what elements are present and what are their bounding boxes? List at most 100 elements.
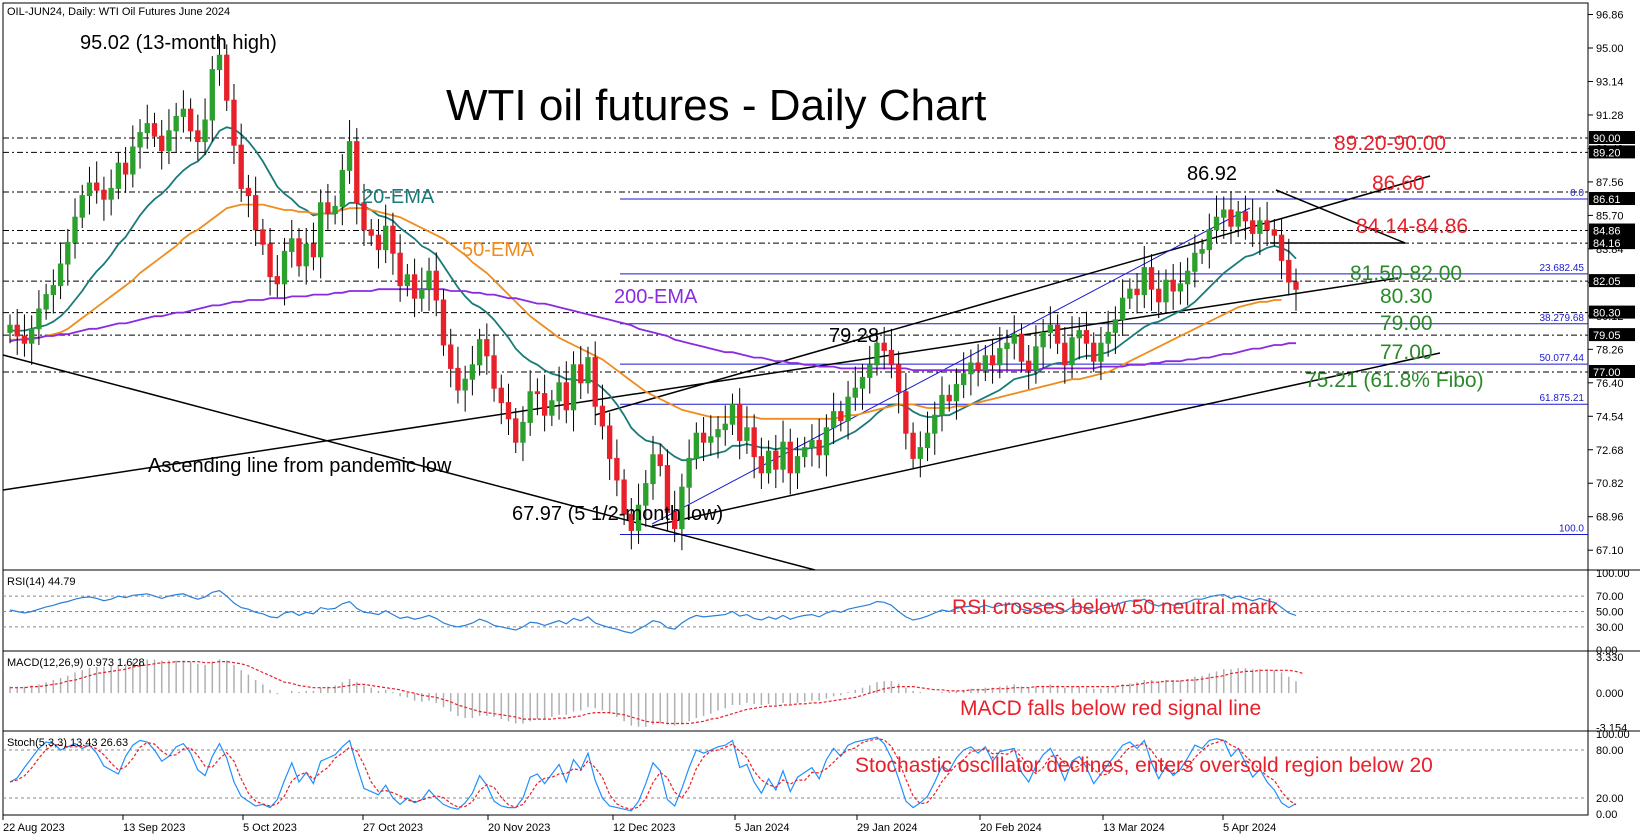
candle-body <box>57 263 64 287</box>
candle-body <box>845 396 851 422</box>
candle-body <box>643 483 649 506</box>
candle-body <box>852 387 858 398</box>
candle-body <box>21 335 28 344</box>
triangle-upper <box>1275 189 1406 244</box>
candle-body <box>975 362 981 371</box>
candle-body <box>404 274 411 287</box>
candle-body <box>570 364 577 411</box>
price-badge-label: 79.05 <box>1593 330 1621 342</box>
candle-body <box>715 429 721 438</box>
candle-body <box>455 367 461 391</box>
fibonacci-levels: 0.0 23.682.45 38.279.68 50.077.44 61.875.21 1… <box>620 188 1588 536</box>
price-tick-label: 85.70 <box>1596 210 1624 222</box>
fib-label: 0.0 <box>1570 188 1584 199</box>
annotation-label: 84.14-84.86 <box>1356 215 1468 238</box>
candle-body <box>1098 342 1104 362</box>
candle-body <box>173 115 179 132</box>
candle-body <box>1069 337 1075 366</box>
candle-body <box>361 202 367 231</box>
rsi-tick-label: 50.00 <box>1596 607 1624 619</box>
candle-body <box>1242 211 1249 222</box>
candle-body <box>1083 330 1090 344</box>
candle-body <box>281 250 288 285</box>
price-badge <box>1589 223 1635 237</box>
candle-body <box>79 195 85 218</box>
candle-body <box>1286 259 1292 283</box>
candle-body <box>498 387 504 404</box>
candle-body <box>773 450 779 470</box>
time-tick-label: 20 Nov 2023 <box>488 822 550 834</box>
rsi-tick-label: 30.00 <box>1596 622 1624 634</box>
candle-body <box>599 405 606 427</box>
descending-trendline <box>2 354 816 571</box>
candle-body <box>1221 209 1227 218</box>
annotation-label: 81.50-82.00 <box>1350 262 1462 285</box>
candle-body <box>296 238 302 267</box>
candle-body <box>122 162 129 175</box>
candle-body <box>36 308 42 330</box>
time-tick-label: 13 Mar 2024 <box>1103 822 1165 834</box>
candle-body <box>50 285 57 296</box>
candle-body <box>238 144 244 189</box>
candle-body <box>664 465 671 513</box>
chart-title: WTI oil futures - Daily Chart <box>446 81 986 130</box>
fib-label: 50.077.44 <box>1540 353 1585 364</box>
candle-body <box>917 447 923 459</box>
candle-body <box>867 364 873 378</box>
price-badge <box>1589 145 1635 159</box>
candle-body <box>585 357 591 384</box>
candle-body <box>1278 234 1285 261</box>
candle-body <box>722 423 728 431</box>
candle-body <box>823 427 830 456</box>
candle-body <box>1257 220 1263 234</box>
annotations: 95.02 (13-month high) 20-EMA 50-EMA 200-EMA… <box>80 32 1484 525</box>
candle-body <box>960 373 967 386</box>
candle-body <box>939 394 945 416</box>
price-badge <box>1589 274 1635 288</box>
candle-body <box>541 393 548 416</box>
candle-body <box>765 450 772 474</box>
candle-body <box>1141 267 1147 296</box>
candle-body <box>881 342 887 351</box>
price-badge-label: 86.61 <box>1593 194 1621 206</box>
stoch-label: Stoch(5,3,3) 13.43 26.63 <box>7 737 128 749</box>
candle-body <box>1249 220 1256 234</box>
candle-body <box>1004 342 1010 350</box>
candle-body <box>43 294 49 310</box>
price-badge <box>1589 328 1635 342</box>
candle-body <box>1033 346 1039 371</box>
candle-body <box>708 436 714 443</box>
price-badge-label: 84.16 <box>1593 238 1621 250</box>
candle-body <box>346 141 353 171</box>
macd-pane: 3.330 0.000 -3.154 <box>9 652 1627 734</box>
candle-body <box>101 189 107 200</box>
stoch-k-line <box>9 736 1297 812</box>
candle-body <box>1119 297 1126 321</box>
candle-body <box>751 427 757 458</box>
candle-body <box>1018 333 1025 362</box>
candle-body <box>556 382 562 402</box>
time-tick-label: 5 Jan 2024 <box>735 822 789 834</box>
annotation-label: 89.20-90.00 <box>1334 132 1446 155</box>
candle-body <box>563 382 569 411</box>
candle-body <box>614 457 620 481</box>
candle-body <box>1271 229 1277 236</box>
candle-body <box>491 355 497 389</box>
macd-tick-label: 3.330 <box>1596 652 1624 664</box>
candle-body <box>231 99 237 146</box>
symbol-header: OIL-JUN24, Daily: WTI Oil Futures June 2… <box>7 6 230 18</box>
candle-body <box>325 202 331 215</box>
macd-label: MACD(12,26,9) 0.973 1.628 <box>7 657 145 669</box>
time-tick-label: 13 Sep 2023 <box>123 822 185 834</box>
annotation-label: 50-EMA <box>462 239 535 261</box>
candle-body <box>802 447 808 458</box>
rsi-tick-label: 70.00 <box>1596 591 1624 603</box>
candle-body <box>195 130 201 143</box>
candle-body <box>578 364 584 384</box>
candle-body <box>924 432 931 449</box>
time-tick-label: 5 Oct 2023 <box>243 822 297 834</box>
candle-body <box>874 342 880 366</box>
candle-body <box>137 132 143 148</box>
candle-body <box>650 454 656 485</box>
